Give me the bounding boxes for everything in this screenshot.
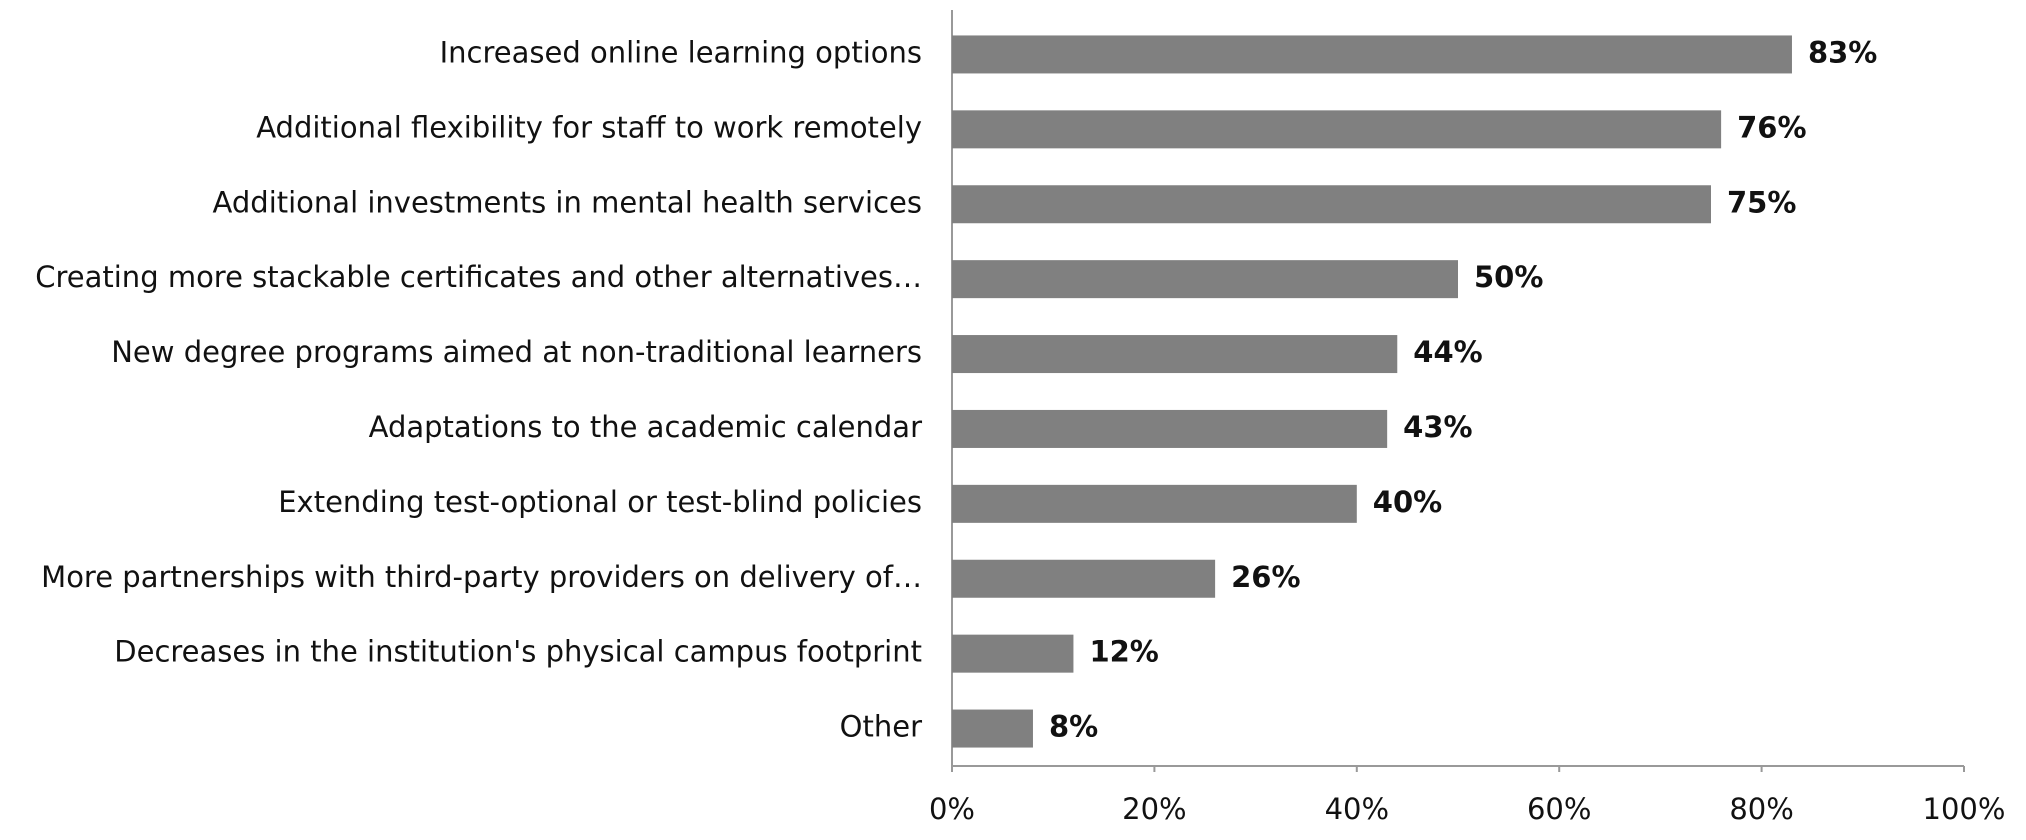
category-label: Increased online learning options [440,35,922,69]
category-label: More partnerships with third-party provi… [41,560,922,594]
bar [952,559,1216,598]
category-label: Decreases in the institution's physical … [114,635,922,669]
value-label: 43% [1403,410,1472,444]
x-tick-label: 40% [1325,792,1389,826]
category-label: Other [840,710,922,744]
value-label: 83% [1808,35,1877,69]
category-label: Additional investments in mental health … [213,185,922,219]
bar [952,260,1458,299]
bar [952,185,1711,224]
category-label: New degree programs aimed at non-traditi… [111,335,922,369]
bar [952,35,1792,74]
x-tick-label: 100% [1923,792,2006,826]
value-label: 50% [1474,260,1543,294]
x-tick-label: 80% [1729,792,1793,826]
value-label: 75% [1727,185,1796,219]
value-label: 8% [1049,710,1098,744]
bar [952,484,1357,523]
category-label: Additional flexibility for staff to work… [256,110,922,144]
value-label: 76% [1737,110,1806,144]
x-tick-label: 20% [1122,792,1186,826]
category-label: Adaptations to the academic calendar [369,410,922,444]
value-label: 44% [1413,335,1482,369]
x-tick-label: 60% [1527,792,1591,826]
bar [952,634,1074,673]
value-label: 26% [1231,560,1300,594]
value-label: 40% [1373,485,1442,519]
category-label: Extending test-optional or test-blind po… [278,485,922,519]
x-tick-label: 0% [929,792,975,826]
bar [952,409,1388,448]
value-label: 12% [1089,635,1158,669]
category-label: Creating more stackable certificates and… [35,260,922,294]
bar [952,709,1033,748]
bar [952,335,1398,374]
bar [952,110,1722,149]
